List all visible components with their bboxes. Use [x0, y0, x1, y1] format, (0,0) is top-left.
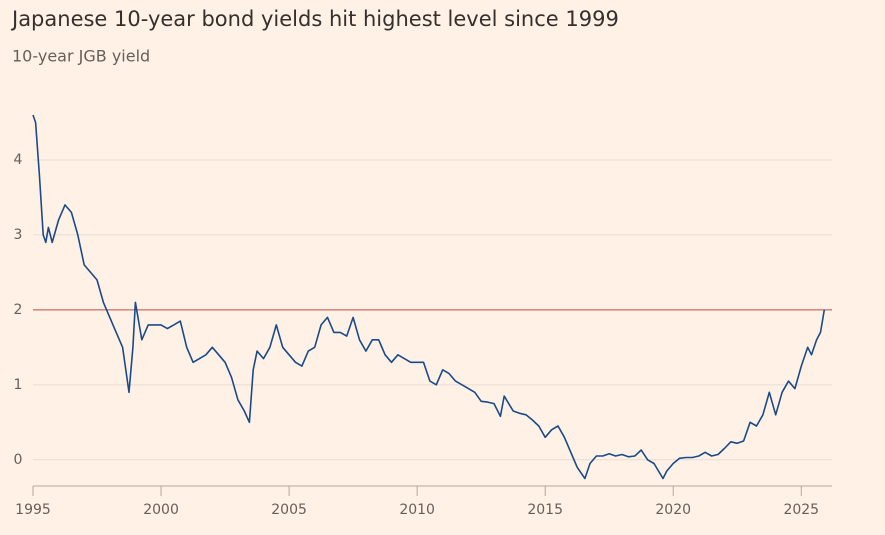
y-tick-label: 2 — [14, 302, 23, 318]
x-tick-label: 2015 — [527, 502, 563, 518]
y-tick-label: 3 — [14, 227, 23, 243]
y-tick-label: 4 — [14, 152, 23, 168]
x-tick-label: 2005 — [271, 502, 307, 518]
data-line — [32, 114, 826, 480]
x-tick-label: 2010 — [399, 502, 435, 518]
x-tick-label: 2025 — [783, 502, 819, 518]
y-tick-label: 1 — [14, 377, 23, 393]
x-tick-label: 1995 — [15, 502, 51, 518]
chart-title: Japanese 10-year bond yields hit highest… — [10, 7, 619, 31]
x-tick-label: 2000 — [143, 502, 179, 518]
y-tick-label: 0 — [14, 452, 23, 468]
x-tick-label: 2020 — [655, 502, 691, 518]
chart-subtitle: 10-year JGB yield — [12, 47, 150, 66]
